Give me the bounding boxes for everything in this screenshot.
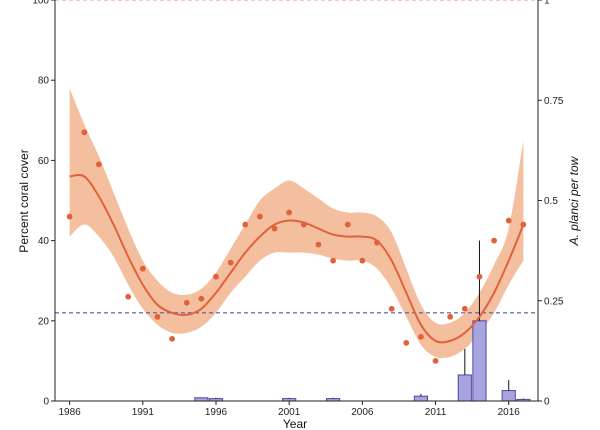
coral-cover-point [242,221,249,228]
y-axis-left-title: Percent coral cover [17,149,31,252]
coral-cover-point [403,339,410,346]
a-planci-bar [413,395,428,402]
x-axis-title: Year [283,417,307,430]
coral-cover-point [213,273,219,280]
y-left-tick-label: 60 [38,156,50,167]
y-right-tick-label: 0.5 [544,196,558,207]
coral-cover-point [418,333,424,340]
coral-cover-point [66,213,73,220]
coral-cover-point [330,257,336,264]
coral-cover-point [198,295,205,302]
coral-cover-point [257,213,263,220]
trend-line-layer [69,173,525,344]
coral-cover-point [491,237,497,244]
y-right-tick-label: 0.25 [544,296,564,307]
coral-cover-point [388,305,395,312]
coral-cover-point [374,239,380,246]
reference-lines-layer [55,0,538,314]
coral-cover-point [81,129,88,136]
y-left-tick-label: 100 [32,0,49,7]
y-left-tick-label: 20 [38,316,50,327]
coral-cover-point [183,299,190,306]
coral-cover-point [344,221,351,228]
coral-cover-point [476,273,483,280]
coral-cover-point [154,313,161,320]
coral-cover-point [359,257,366,264]
x-tick-label: 2011 [425,407,447,418]
x-tick-label: 1986 [59,407,82,418]
y-left-tick-label: 0 [43,397,49,408]
x-tick-label: 2016 [498,407,521,418]
y-axis-right-title: A. planci per tow [567,155,581,246]
y-left-tick-label: 40 [38,236,50,247]
coral-cover-point [432,358,439,364]
a-planci-bar [501,390,516,402]
coral-cover-point [139,265,146,272]
coral-cover-point [96,161,102,168]
x-tick-label: 2001 [278,407,301,418]
coral-cover-point [447,313,454,320]
coral-cover-point [315,241,322,248]
coral-cover-point [169,335,175,342]
coral-cover-point [520,221,527,228]
coral-cover-point [271,225,278,232]
coral-cover-point [461,305,468,312]
y-right-tick-label: 0.75 [544,96,564,107]
y-left-tick-label: 80 [38,76,50,87]
a-planci-bar [472,320,487,402]
y-right-tick-label: 0 [544,397,550,408]
y-right-tick-label: 1 [544,0,550,7]
confidence-band-layer [69,88,524,359]
axes-layer: 1986 1991 1996 2001 2006 2011 2016020406080100… [32,0,564,418]
smoothed-trend-line [69,173,525,344]
x-tick-label: 1991 [132,407,155,418]
coral-points-layer [66,129,527,364]
x-tick-label: 2006 [351,407,374,418]
coral-cover-point [286,209,293,216]
coral-cover-point [125,293,132,300]
a-planci-bar [457,374,472,402]
coral-cover-point [505,217,512,224]
coral-cover-point [227,259,234,266]
coral-cover-point [300,221,307,228]
confidence-band [69,88,524,359]
x-tick-label: 1996 [205,407,228,418]
